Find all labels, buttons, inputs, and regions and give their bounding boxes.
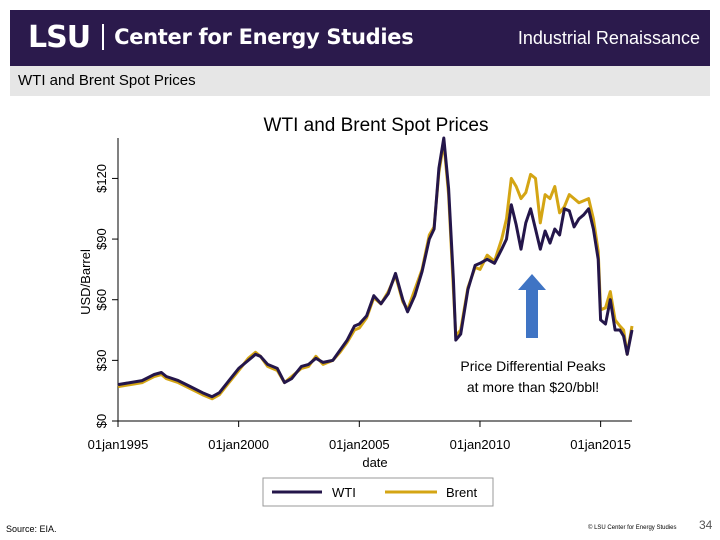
x-tick-label: 01jan2005 [329,437,390,452]
chart-title: WTI and Brent Spot Prices [264,115,489,136]
page-number: 34 [699,518,713,532]
y-tick-label: $90 [94,228,109,250]
legend-label-brent: Brent [446,485,477,500]
copyright-note: © LSU Center for Energy Studies [588,525,677,531]
x-axis-label: date [362,455,387,470]
logo-divider [102,24,105,50]
annotation-line-1: Price Differential Peaks [460,358,605,374]
y-tick-label: $60 [94,289,109,311]
x-axis-ticks: 01jan1995 01jan2000 01jan2005 01jan2010 01ja… [88,421,631,452]
x-tick-label: 01jan1995 [88,437,149,452]
header-title: Industrial Renaissance [517,28,700,48]
y-axis-ticks: $0 $30 $60 $90 $120 [94,164,118,428]
slide-header: LSU Center for Energy Studies Industrial… [10,10,710,66]
lsu-logo-mark: LSU [28,19,91,55]
slide-title-bar: WTI and Brent Spot Prices [10,66,710,96]
y-tick-label: $30 [94,350,109,372]
x-tick-label: 01jan2015 [570,437,631,452]
y-axis-label: USD/Barrel [78,249,93,315]
series-line-wti [117,136,634,399]
slide-title: WTI and Brent Spot Prices [18,72,196,89]
x-tick-label: 01jan2010 [450,437,511,452]
y-tick-label: $0 [94,414,109,428]
chart-legend: WTI Brent [262,477,494,507]
center-name: Center for Energy Studies [114,25,414,49]
x-tick-label: 01jan2000 [208,437,269,452]
y-tick-label: $120 [94,164,109,193]
source-note: Source: EIA. [6,524,57,534]
differential-arrow-icon [518,274,546,338]
lsu-logo: LSU Center for Energy Studies [28,19,414,55]
legend-label-wti: WTI [332,485,356,500]
annotation-line-2: at more than $20/bbl! [467,379,599,395]
